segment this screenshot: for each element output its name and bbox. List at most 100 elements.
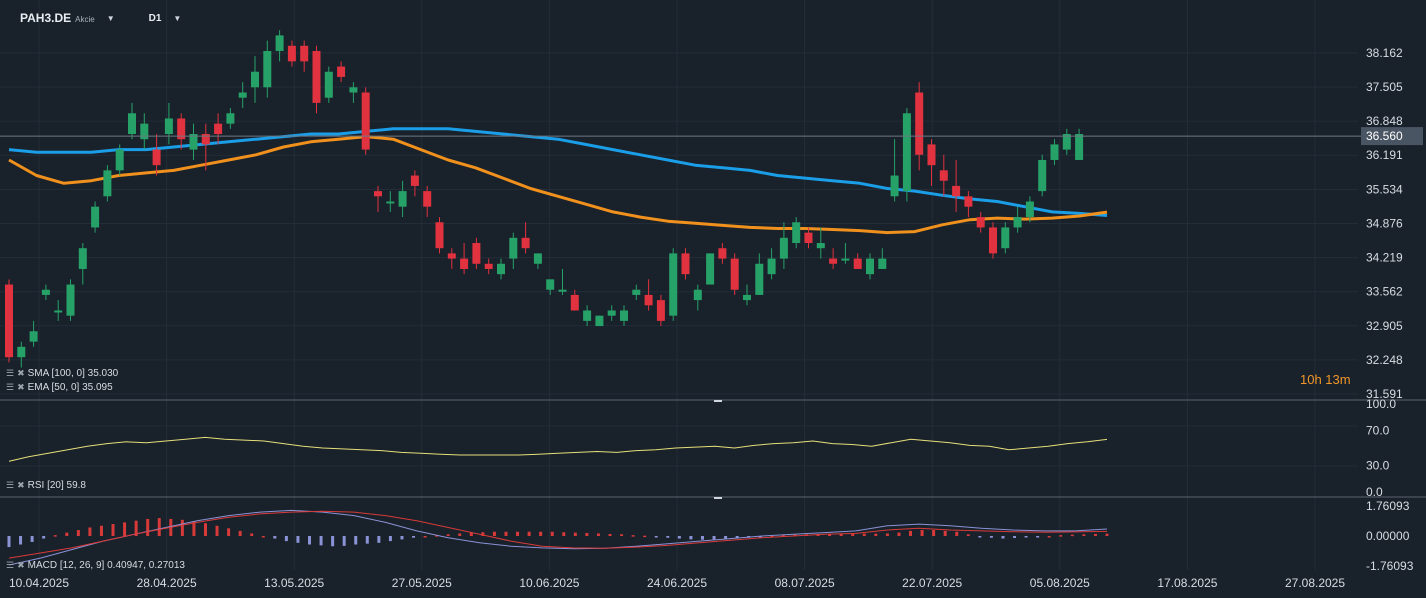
- macd-histogram-bar: [308, 536, 312, 545]
- candle-body: [607, 310, 616, 316]
- macd-histogram-bar: [978, 536, 982, 538]
- timeframe-dropdown-icon[interactable]: ▼: [173, 13, 182, 23]
- macd-histogram-bar: [920, 530, 924, 536]
- macd-histogram-bar: [435, 535, 439, 537]
- macd-histogram-bar: [781, 535, 785, 537]
- candle-body: [17, 346, 26, 358]
- candle: [927, 139, 936, 186]
- close-icon[interactable]: ✖: [17, 560, 25, 570]
- candle-body: [41, 289, 50, 295]
- candle-body: [214, 123, 223, 135]
- candle-body: [927, 144, 936, 166]
- rsi-tick-label: 100.0: [1366, 397, 1396, 411]
- candle-body: [939, 170, 948, 181]
- candle-body: [632, 289, 641, 295]
- candle: [915, 82, 924, 171]
- signal-line: [8, 510, 1108, 559]
- candle-body: [743, 294, 751, 301]
- candle-body: [128, 113, 136, 135]
- pane-resize-handle[interactable]: [714, 400, 722, 402]
- macd-histogram-bar: [7, 536, 11, 548]
- candle: [361, 87, 370, 155]
- settings-icon[interactable]: ☰: [6, 560, 15, 570]
- macd-histogram-bar: [134, 520, 138, 536]
- macd-histogram-bar: [504, 531, 508, 536]
- price-tick-label: 34.876: [1366, 217, 1403, 231]
- pane-resize-handle[interactable]: [714, 497, 722, 499]
- macd-histogram-bar: [1024, 536, 1028, 538]
- candle-body: [300, 45, 309, 62]
- candle-body: [829, 258, 838, 264]
- macd-line: [8, 509, 1108, 566]
- ema-legend[interactable]: ☰ ✖ EMA [50, 0] 35.095: [6, 382, 113, 393]
- macd-label: MACD [12, 26, 9] 0.40947, 0.27013: [27, 560, 185, 571]
- macd-histogram-bar: [238, 530, 242, 536]
- candle-body: [226, 113, 235, 124]
- candle: [1050, 139, 1059, 166]
- macd-histogram-bar: [516, 531, 520, 536]
- macd-tick-label: -1.76093: [1366, 559, 1414, 573]
- candle: [792, 217, 801, 249]
- macd-histogram-bar: [250, 533, 254, 536]
- candle-body: [435, 222, 444, 249]
- candle-body: [275, 35, 284, 51]
- candle-body: [546, 279, 555, 290]
- macd-histogram-bar: [689, 536, 693, 540]
- candle-body: [644, 294, 653, 306]
- candle: [128, 102, 136, 140]
- candle: [263, 40, 272, 98]
- macd-histogram-bar: [319, 536, 323, 546]
- candle-body: [816, 243, 825, 249]
- candle: [287, 40, 296, 67]
- macd-histogram-bar: [215, 525, 219, 536]
- candle-body: [792, 222, 801, 244]
- macd-histogram-bar: [562, 532, 566, 536]
- candle: [5, 279, 13, 363]
- candle: [656, 294, 665, 327]
- close-icon[interactable]: ✖: [17, 480, 25, 490]
- candle: [152, 134, 161, 176]
- candle: [620, 305, 628, 327]
- candle: [1001, 222, 1010, 254]
- symbol-dropdown-icon[interactable]: ▼: [106, 13, 115, 23]
- candle: [583, 305, 592, 327]
- candle-body: [1038, 159, 1047, 192]
- settings-icon[interactable]: ☰: [6, 480, 15, 490]
- macd-histogram-bar: [1013, 536, 1017, 539]
- candle-body: [767, 258, 776, 275]
- candle-body: [890, 175, 899, 197]
- settings-icon[interactable]: ☰: [6, 382, 15, 392]
- rsi-legend[interactable]: ☰ ✖ RSI [20] 59.8: [6, 480, 86, 491]
- candle: [66, 279, 75, 321]
- settings-icon[interactable]: ☰: [6, 368, 15, 378]
- candle-body: [361, 92, 370, 150]
- candle: [226, 108, 235, 129]
- candle-body: [54, 310, 63, 313]
- candle: [386, 191, 395, 212]
- close-icon[interactable]: ✖: [17, 382, 25, 392]
- candle: [29, 320, 38, 347]
- macd-histogram-bar: [909, 530, 913, 536]
- candle-body: [337, 66, 346, 77]
- candle-body: [841, 258, 850, 261]
- candle: [410, 170, 419, 197]
- candle: [251, 56, 259, 103]
- candle: [337, 61, 346, 83]
- candle-body: [804, 232, 813, 244]
- macd-histogram-bar: [573, 532, 577, 536]
- timeframe-selector[interactable]: D1: [148, 12, 162, 24]
- macd-histogram-bar: [585, 532, 589, 536]
- candle: [644, 279, 653, 311]
- candle-body: [177, 118, 186, 140]
- candle: [460, 243, 469, 275]
- close-icon[interactable]: ✖: [17, 368, 25, 378]
- symbol-name[interactable]: PAH3.DE: [20, 11, 72, 25]
- macd-histogram-bar: [620, 534, 624, 536]
- sma-legend[interactable]: ☰ ✖ SMA [100, 0] 35.030: [6, 368, 118, 379]
- candle-body: [472, 243, 481, 264]
- candle-body: [1025, 201, 1034, 218]
- candle-body: [718, 248, 727, 259]
- candle: [558, 268, 567, 295]
- macd-legend[interactable]: ☰ ✖ MACD [12, 26, 9] 0.40947, 0.27013: [6, 560, 185, 571]
